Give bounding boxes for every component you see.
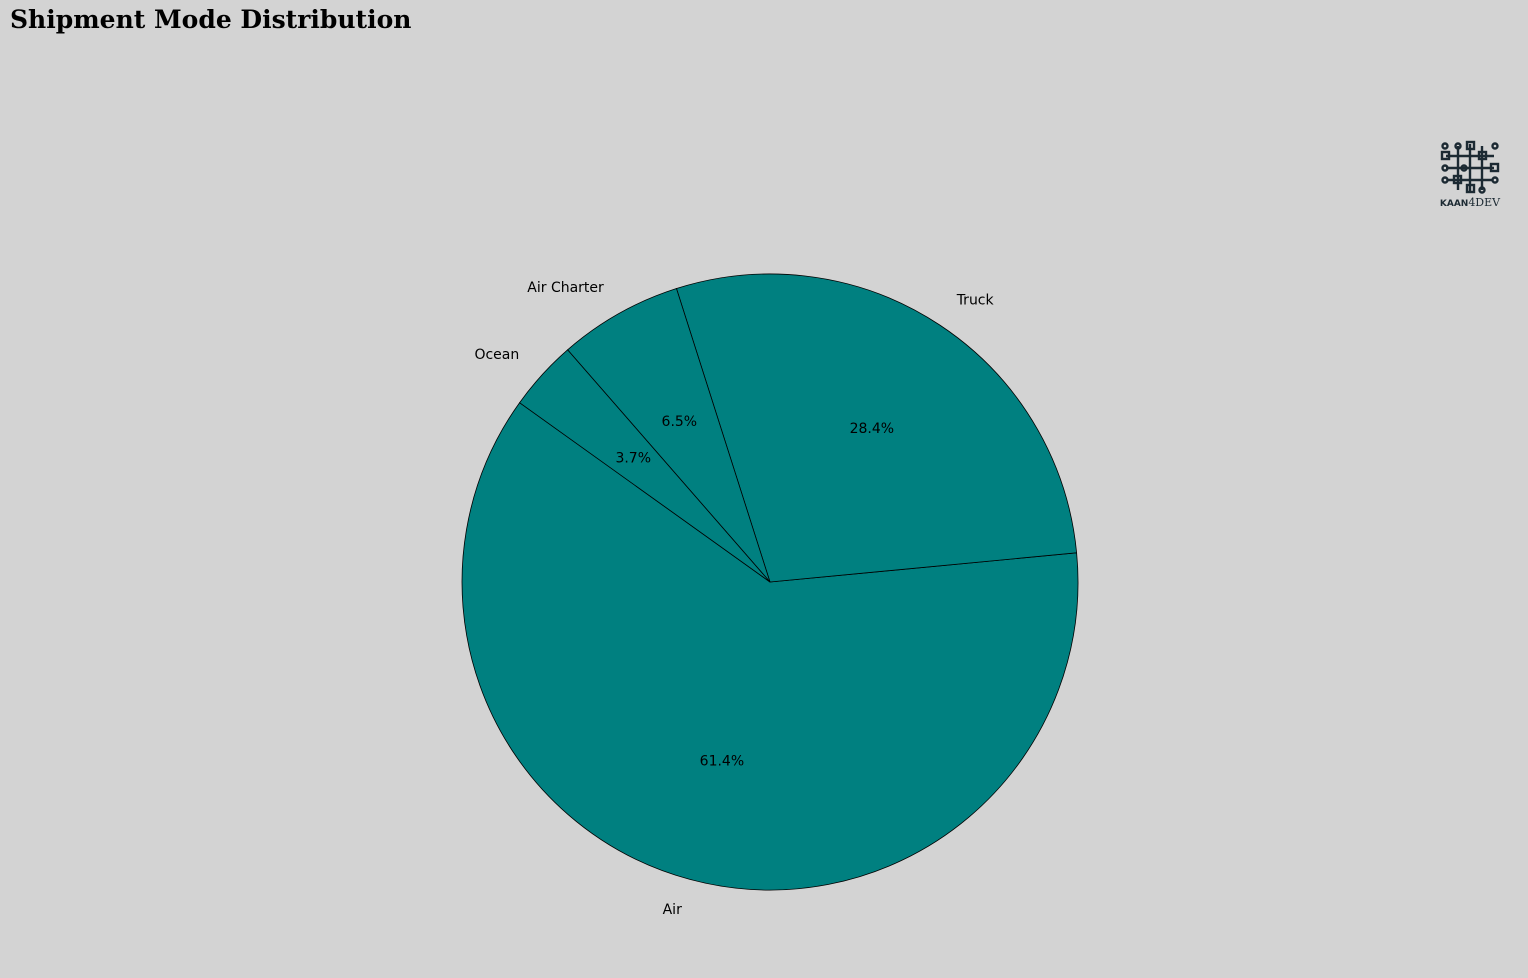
pie-slice-air [461,402,1079,891]
brand-left: KAAN [1439,199,1469,209]
pie-slice-air-charter [567,288,771,583]
brand-logo: KAAN4DEV [1436,138,1504,212]
pct-label-air: 61.4% [700,753,744,769]
circuit-board-icon [1440,140,1500,194]
slice-label-truck: Truck [956,292,995,308]
slice-label-air: Air [663,902,682,918]
brand-right: 4DEV [1468,196,1501,209]
pct-label-air-charter: 6.5% [662,414,698,430]
brand-wordmark: KAAN4DEV [1436,196,1504,209]
slice-label-ocean: Ocean [474,347,519,363]
chart-title: Shipment Mode Distribution [10,5,412,34]
pct-label-truck: 28.4% [850,421,894,437]
pie-slice-truck [675,273,1078,583]
pct-label-ocean: 3.7% [615,451,651,467]
pie-slice-ocean [519,349,771,583]
slice-label-air-charter: Air Charter [527,280,604,296]
